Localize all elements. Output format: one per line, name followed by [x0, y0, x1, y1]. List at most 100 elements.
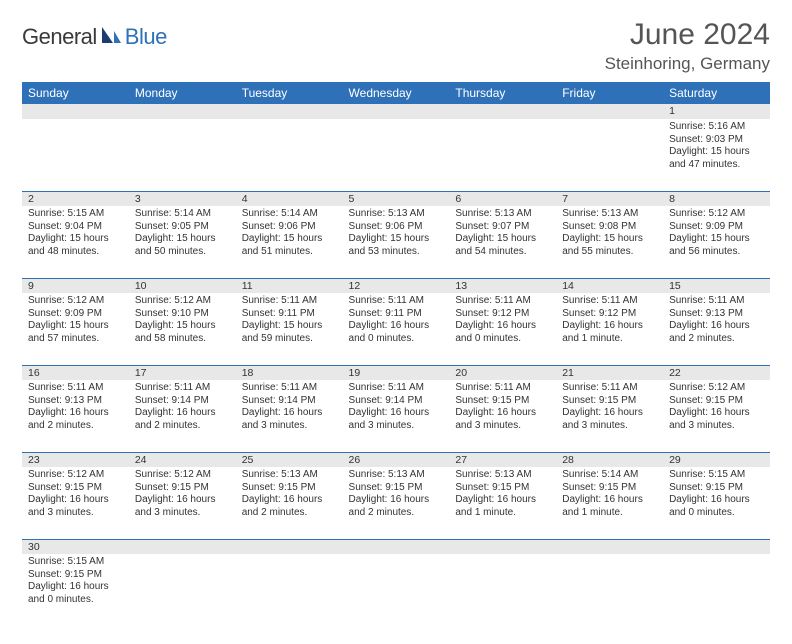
day-details: Sunrise: 5:11 AMSunset: 9:11 PMDaylight:…: [236, 293, 343, 349]
day-number: [129, 539, 236, 554]
sunset-line: Sunset: 9:03 PM: [669, 134, 764, 147]
day-cell: [556, 119, 663, 191]
day-details: Sunrise: 5:13 AMSunset: 9:15 PMDaylight:…: [343, 467, 450, 523]
day-cell: [22, 119, 129, 191]
daylight-line: Daylight: 16 hours and 0 minutes.: [455, 320, 550, 345]
day-cell: Sunrise: 5:14 AMSunset: 9:06 PMDaylight:…: [236, 206, 343, 278]
sunset-line: Sunset: 9:15 PM: [562, 395, 657, 408]
day-number: 20: [449, 365, 556, 380]
day-cell: Sunrise: 5:11 AMSunset: 9:13 PMDaylight:…: [663, 293, 770, 365]
day-number-row: 9101112131415: [22, 278, 770, 293]
day-number: 27: [449, 452, 556, 467]
daylight-line: Daylight: 16 hours and 1 minute.: [455, 494, 550, 519]
sunrise-line: Sunrise: 5:11 AM: [242, 382, 337, 395]
day-number: 8: [663, 191, 770, 206]
day-details: Sunrise: 5:11 AMSunset: 9:14 PMDaylight:…: [236, 380, 343, 436]
day-number-row: 30: [22, 539, 770, 554]
sunset-line: Sunset: 9:14 PM: [349, 395, 444, 408]
day-number-row: 1: [22, 104, 770, 119]
day-number: [449, 539, 556, 554]
day-number: 15: [663, 278, 770, 293]
daylight-line: Daylight: 16 hours and 0 minutes.: [349, 320, 444, 345]
day-cell: Sunrise: 5:14 AMSunset: 9:15 PMDaylight:…: [556, 467, 663, 539]
day-number: 29: [663, 452, 770, 467]
sunset-line: Sunset: 9:15 PM: [242, 482, 337, 495]
sunrise-line: Sunrise: 5:13 AM: [349, 208, 444, 221]
day-cell: Sunrise: 5:13 AMSunset: 9:06 PMDaylight:…: [343, 206, 450, 278]
daylight-line: Daylight: 16 hours and 2 minutes.: [28, 407, 123, 432]
day-details: Sunrise: 5:11 AMSunset: 9:13 PMDaylight:…: [22, 380, 129, 436]
sunrise-line: Sunrise: 5:13 AM: [562, 208, 657, 221]
day-details: Sunrise: 5:15 AMSunset: 9:04 PMDaylight:…: [22, 206, 129, 262]
day-cell: Sunrise: 5:13 AMSunset: 9:08 PMDaylight:…: [556, 206, 663, 278]
sunset-line: Sunset: 9:13 PM: [669, 308, 764, 321]
day-details: Sunrise: 5:13 AMSunset: 9:06 PMDaylight:…: [343, 206, 450, 262]
day-cell: Sunrise: 5:12 AMSunset: 9:15 PMDaylight:…: [663, 380, 770, 452]
day-body-row: Sunrise: 5:15 AMSunset: 9:15 PMDaylight:…: [22, 554, 770, 626]
day-cell: Sunrise: 5:16 AMSunset: 9:03 PMDaylight:…: [663, 119, 770, 191]
day-cell: Sunrise: 5:15 AMSunset: 9:04 PMDaylight:…: [22, 206, 129, 278]
day-number: [343, 104, 450, 119]
sunset-line: Sunset: 9:08 PM: [562, 221, 657, 234]
daylight-line: Daylight: 15 hours and 58 minutes.: [135, 320, 230, 345]
daylight-line: Daylight: 16 hours and 1 minute.: [562, 320, 657, 345]
sunset-line: Sunset: 9:15 PM: [455, 395, 550, 408]
day-body-row: Sunrise: 5:12 AMSunset: 9:15 PMDaylight:…: [22, 467, 770, 539]
day-number-row: 23242526272829: [22, 452, 770, 467]
day-cell: Sunrise: 5:11 AMSunset: 9:11 PMDaylight:…: [343, 293, 450, 365]
daylight-line: Daylight: 16 hours and 3 minutes.: [28, 494, 123, 519]
sunrise-line: Sunrise: 5:11 AM: [349, 382, 444, 395]
sunset-line: Sunset: 9:15 PM: [455, 482, 550, 495]
daylight-line: Daylight: 16 hours and 3 minutes.: [242, 407, 337, 432]
sunset-line: Sunset: 9:04 PM: [28, 221, 123, 234]
sunrise-line: Sunrise: 5:11 AM: [455, 295, 550, 308]
weekday-header: Monday: [129, 82, 236, 104]
daylight-line: Daylight: 16 hours and 0 minutes.: [669, 494, 764, 519]
day-cell: [236, 554, 343, 626]
day-cell: [129, 119, 236, 191]
day-body-row: Sunrise: 5:11 AMSunset: 9:13 PMDaylight:…: [22, 380, 770, 452]
sunset-line: Sunset: 9:13 PM: [28, 395, 123, 408]
sunrise-line: Sunrise: 5:12 AM: [669, 208, 764, 221]
day-details: Sunrise: 5:11 AMSunset: 9:12 PMDaylight:…: [556, 293, 663, 349]
day-number: 12: [343, 278, 450, 293]
sunset-line: Sunset: 9:14 PM: [135, 395, 230, 408]
sunrise-line: Sunrise: 5:12 AM: [28, 469, 123, 482]
sunset-line: Sunset: 9:06 PM: [242, 221, 337, 234]
day-number: 5: [343, 191, 450, 206]
daylight-line: Daylight: 16 hours and 1 minute.: [562, 494, 657, 519]
day-cell: Sunrise: 5:12 AMSunset: 9:09 PMDaylight:…: [663, 206, 770, 278]
sunrise-line: Sunrise: 5:15 AM: [28, 556, 123, 569]
daylight-line: Daylight: 15 hours and 56 minutes.: [669, 233, 764, 258]
sunset-line: Sunset: 9:10 PM: [135, 308, 230, 321]
day-number-row: 16171819202122: [22, 365, 770, 380]
day-details: Sunrise: 5:12 AMSunset: 9:09 PMDaylight:…: [22, 293, 129, 349]
day-details: Sunrise: 5:15 AMSunset: 9:15 PMDaylight:…: [22, 554, 129, 610]
day-cell: Sunrise: 5:11 AMSunset: 9:13 PMDaylight:…: [22, 380, 129, 452]
location: Steinhoring, Germany: [605, 54, 770, 74]
day-number: [449, 104, 556, 119]
day-number: 23: [22, 452, 129, 467]
logo-text-blue: Blue: [125, 24, 167, 50]
sunset-line: Sunset: 9:15 PM: [669, 482, 764, 495]
sunset-line: Sunset: 9:06 PM: [349, 221, 444, 234]
day-number: 13: [449, 278, 556, 293]
day-number: 22: [663, 365, 770, 380]
day-number: 14: [556, 278, 663, 293]
sunset-line: Sunset: 9:15 PM: [562, 482, 657, 495]
day-details: Sunrise: 5:11 AMSunset: 9:13 PMDaylight:…: [663, 293, 770, 349]
day-number: 10: [129, 278, 236, 293]
day-number: 19: [343, 365, 450, 380]
day-number: 4: [236, 191, 343, 206]
daylight-line: Daylight: 15 hours and 54 minutes.: [455, 233, 550, 258]
sunrise-line: Sunrise: 5:11 AM: [28, 382, 123, 395]
daylight-line: Daylight: 15 hours and 47 minutes.: [669, 146, 764, 171]
day-cell: Sunrise: 5:11 AMSunset: 9:11 PMDaylight:…: [236, 293, 343, 365]
day-number: 24: [129, 452, 236, 467]
weekday-header: Wednesday: [343, 82, 450, 104]
day-number: [556, 104, 663, 119]
sunrise-line: Sunrise: 5:11 AM: [669, 295, 764, 308]
sunrise-line: Sunrise: 5:13 AM: [242, 469, 337, 482]
daylight-line: Daylight: 16 hours and 3 minutes.: [669, 407, 764, 432]
day-cell: Sunrise: 5:14 AMSunset: 9:05 PMDaylight:…: [129, 206, 236, 278]
